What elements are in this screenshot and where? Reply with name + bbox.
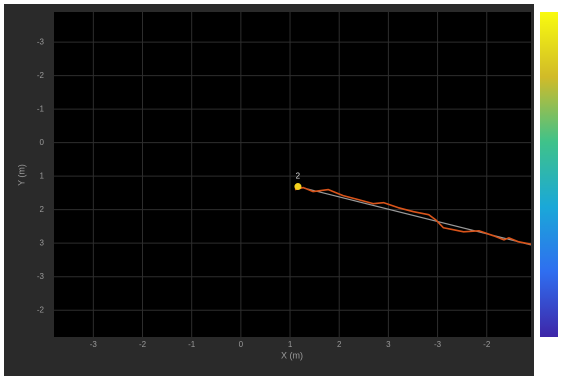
y-tick-label: 2 bbox=[40, 205, 45, 214]
y-tick-label: -3 bbox=[37, 37, 45, 46]
x-axis-title: X (m) bbox=[281, 350, 303, 360]
y-axis-title: Y (m) bbox=[16, 164, 26, 186]
track-line bbox=[294, 186, 531, 245]
plot-group: 2 bbox=[294, 172, 531, 246]
y-tick-label: 0 bbox=[40, 138, 45, 147]
x-tick-label: 2 bbox=[337, 340, 342, 349]
x-tick-label: -3 bbox=[434, 340, 442, 349]
y-tick-label: -3 bbox=[37, 272, 45, 281]
x-tick-label: -1 bbox=[188, 340, 196, 349]
x-tick-label: -2 bbox=[139, 340, 147, 349]
label-group: -3 -2 -1 0 1 2 3 -3 -2 -3 -2 -1 0 1 2 3 -3 -2 bbox=[37, 37, 491, 349]
target-marker bbox=[294, 183, 302, 191]
grid-group bbox=[54, 12, 531, 337]
y-tick-label: -2 bbox=[37, 71, 45, 80]
x-tick-label: -3 bbox=[90, 340, 98, 349]
target-label: 2 bbox=[296, 172, 301, 181]
y-tick-label: 3 bbox=[40, 238, 45, 247]
x-tick-label: 3 bbox=[386, 340, 391, 349]
plot-area bbox=[54, 12, 531, 337]
y-tick-label: -2 bbox=[37, 305, 45, 314]
x-tick-label: 0 bbox=[239, 340, 244, 349]
y-tick-label: 1 bbox=[40, 171, 45, 180]
x-tick-label: 1 bbox=[288, 340, 293, 349]
colorbar bbox=[540, 12, 558, 337]
x-tick-label: -2 bbox=[483, 340, 491, 349]
y-tick-label: -1 bbox=[37, 104, 45, 113]
